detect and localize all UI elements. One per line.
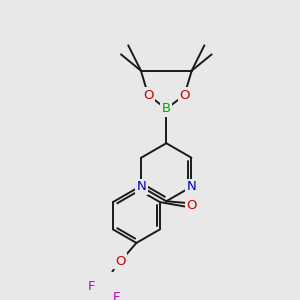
Text: F: F	[113, 291, 120, 300]
Text: F: F	[87, 280, 95, 293]
Text: N: N	[187, 180, 196, 193]
Text: O: O	[186, 199, 197, 212]
Text: B: B	[162, 102, 171, 115]
Text: N: N	[136, 180, 146, 193]
Text: O: O	[143, 89, 153, 102]
Text: O: O	[179, 89, 190, 102]
Text: O: O	[115, 255, 125, 268]
